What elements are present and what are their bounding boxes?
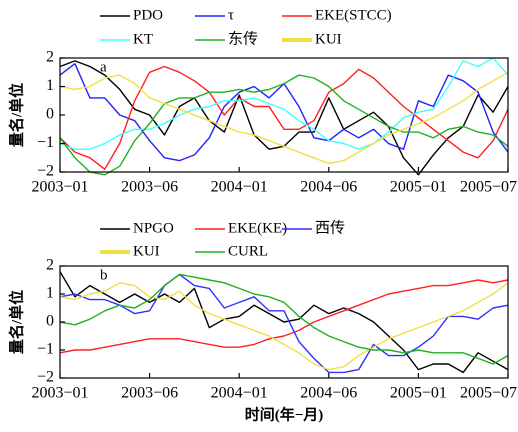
x-tick-label: 2003−01	[31, 179, 88, 196]
series-line	[59, 71, 509, 165]
legend-label: KUI	[133, 243, 160, 259]
y-tick-label: −2	[37, 163, 54, 180]
y-tick-label: −1	[37, 134, 54, 151]
y-tick-label: 2	[46, 257, 54, 274]
legend-label: 西传	[315, 219, 345, 236]
x-tick-label: 2005−01	[390, 179, 447, 196]
x-tick-label: 2003−06	[121, 179, 178, 196]
y-axis-label: 量名/单位	[7, 83, 25, 147]
y-tick-label: 0	[46, 106, 54, 123]
legend-label: EKE(KE)	[228, 220, 287, 236]
series-line	[59, 273, 509, 365]
x-tick-label: 2003−01	[31, 385, 88, 402]
legend-label: KUI	[315, 31, 342, 47]
panel-label: b	[100, 267, 108, 283]
y-tick-label: 0	[46, 313, 54, 330]
series-line	[59, 271, 509, 374]
legend-label: τ	[228, 7, 234, 23]
x-tick-label: 2004−06	[300, 179, 357, 196]
x-tick-label: 2003−06	[121, 385, 178, 402]
x-tick-label: 2004−01	[211, 385, 268, 402]
x-tick-label: 2005−07	[460, 179, 517, 196]
x-tick-label: 2005−07	[460, 385, 517, 402]
legend-label: PDO	[133, 7, 163, 23]
panel-label: a	[100, 59, 107, 75]
series-line	[59, 57, 509, 150]
y-tick-label: 1	[46, 285, 54, 302]
legend-label: 东传	[228, 30, 258, 47]
legend-label: CURL	[228, 243, 268, 259]
legend-label: KT	[133, 31, 153, 47]
legend-label: EKE(STCC)	[315, 7, 392, 23]
legend-label: NPGO	[133, 220, 174, 236]
x-axis-label: 时间(年−月)	[245, 405, 324, 423]
series-line	[59, 279, 509, 354]
y-tick-label: −2	[37, 369, 54, 386]
y-axis-label: 量名/单位	[7, 290, 25, 354]
series-line	[59, 65, 509, 170]
x-tick-label: 2004−06	[300, 385, 357, 402]
y-tick-label: −1	[37, 341, 54, 358]
y-tick-label: 2	[46, 49, 54, 66]
series-line	[59, 273, 509, 374]
series-line	[59, 74, 509, 176]
x-tick-label: 2004−01	[211, 179, 268, 196]
series-line	[59, 282, 509, 371]
plot-frame	[59, 57, 509, 173]
y-tick-label: 1	[46, 77, 54, 94]
x-tick-label: 2005−01	[390, 385, 447, 402]
